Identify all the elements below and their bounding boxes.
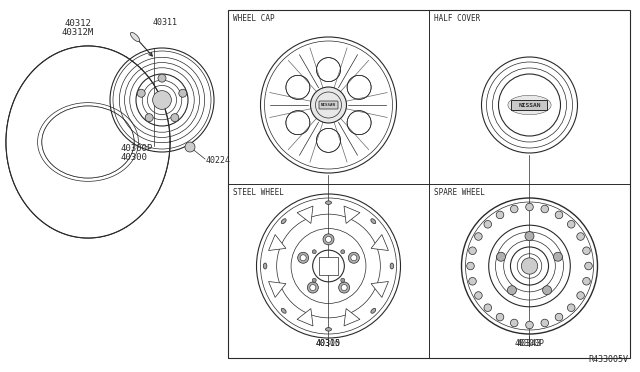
Circle shape: [582, 278, 590, 285]
Circle shape: [475, 233, 482, 240]
Circle shape: [554, 252, 563, 261]
Circle shape: [525, 203, 533, 211]
Text: 40343: 40343: [517, 339, 542, 348]
Text: 40300: 40300: [120, 153, 147, 162]
Circle shape: [153, 91, 172, 109]
Text: 40300P: 40300P: [120, 144, 152, 153]
Circle shape: [511, 205, 518, 213]
Circle shape: [508, 286, 516, 295]
Circle shape: [568, 221, 575, 228]
Circle shape: [185, 142, 195, 152]
Circle shape: [577, 292, 584, 299]
Circle shape: [468, 278, 476, 285]
Text: 40312: 40312: [65, 19, 92, 28]
Circle shape: [496, 211, 504, 219]
Ellipse shape: [326, 201, 332, 204]
Polygon shape: [344, 206, 360, 224]
Circle shape: [543, 286, 552, 295]
Circle shape: [577, 233, 584, 240]
Text: 40300P: 40300P: [515, 339, 545, 348]
Circle shape: [497, 252, 506, 261]
Circle shape: [179, 89, 187, 97]
Circle shape: [145, 114, 153, 122]
Circle shape: [484, 304, 492, 311]
Circle shape: [312, 250, 316, 254]
Circle shape: [525, 321, 533, 329]
Circle shape: [340, 250, 345, 254]
Bar: [319, 257, 338, 275]
Circle shape: [339, 282, 349, 293]
Text: 40315: 40315: [316, 339, 341, 348]
Circle shape: [348, 252, 359, 263]
Circle shape: [568, 304, 575, 311]
Ellipse shape: [42, 106, 134, 178]
Polygon shape: [269, 282, 286, 298]
Circle shape: [582, 247, 590, 254]
Ellipse shape: [281, 308, 286, 313]
Circle shape: [496, 313, 504, 321]
Ellipse shape: [371, 308, 376, 313]
Circle shape: [340, 278, 345, 282]
Polygon shape: [371, 282, 388, 298]
Circle shape: [541, 205, 548, 213]
Text: 40300: 40300: [316, 339, 341, 348]
Circle shape: [326, 236, 332, 243]
Text: SPARE WHEEL: SPARE WHEEL: [434, 188, 485, 197]
Circle shape: [555, 313, 563, 321]
Text: WHEEL CAP: WHEEL CAP: [233, 14, 275, 23]
Ellipse shape: [131, 32, 140, 42]
Circle shape: [310, 87, 346, 123]
Text: STEEL WHEEL: STEEL WHEEL: [233, 188, 284, 197]
Circle shape: [286, 75, 310, 99]
Circle shape: [525, 232, 534, 241]
Circle shape: [317, 128, 340, 153]
Circle shape: [484, 221, 492, 228]
Ellipse shape: [326, 328, 332, 331]
Circle shape: [312, 278, 316, 282]
Circle shape: [511, 319, 518, 327]
Circle shape: [555, 211, 563, 219]
Polygon shape: [371, 235, 388, 250]
Circle shape: [475, 292, 482, 299]
Circle shape: [298, 252, 308, 263]
Polygon shape: [297, 206, 313, 224]
Ellipse shape: [390, 263, 394, 269]
Text: HALF COVER: HALF COVER: [434, 14, 480, 23]
Ellipse shape: [508, 95, 551, 115]
Circle shape: [300, 255, 306, 261]
Circle shape: [351, 255, 357, 261]
Polygon shape: [297, 308, 313, 326]
Circle shape: [468, 247, 476, 254]
Ellipse shape: [264, 263, 267, 269]
Circle shape: [310, 285, 316, 291]
Bar: [511, 100, 547, 110]
Circle shape: [286, 111, 310, 135]
Circle shape: [171, 114, 179, 122]
Circle shape: [307, 282, 318, 293]
Circle shape: [467, 262, 474, 270]
FancyBboxPatch shape: [319, 101, 338, 109]
Text: 40224: 40224: [206, 155, 231, 164]
Text: 40311: 40311: [153, 17, 178, 26]
Text: R433005V: R433005V: [588, 355, 628, 364]
Ellipse shape: [6, 46, 170, 238]
Circle shape: [585, 262, 592, 270]
Circle shape: [347, 111, 371, 135]
Circle shape: [317, 58, 340, 81]
Text: NISSAN: NISSAN: [321, 103, 336, 107]
Circle shape: [347, 75, 371, 99]
Polygon shape: [269, 235, 286, 250]
Circle shape: [522, 258, 538, 274]
Text: NISSAN: NISSAN: [518, 103, 541, 108]
Ellipse shape: [371, 219, 376, 224]
Circle shape: [158, 74, 166, 82]
Circle shape: [323, 234, 334, 245]
Bar: [228, 10, 630, 358]
Ellipse shape: [281, 219, 286, 224]
Circle shape: [137, 89, 145, 97]
Text: 40312M: 40312M: [62, 28, 94, 37]
Circle shape: [341, 285, 347, 291]
Polygon shape: [344, 308, 360, 326]
Circle shape: [541, 319, 548, 327]
